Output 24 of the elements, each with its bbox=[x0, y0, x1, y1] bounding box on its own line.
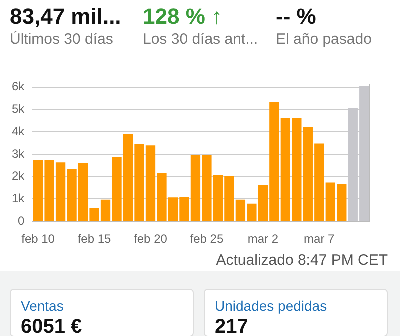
y-tick-label: 2k bbox=[12, 169, 26, 184]
text: Los 30 días ant... bbox=[143, 31, 258, 48]
x-tick-label: mar 7 bbox=[304, 232, 336, 246]
text: 83,47 mil... bbox=[10, 4, 122, 30]
x-tick-label: feb 25 bbox=[190, 232, 224, 246]
x-tick-label: feb 15 bbox=[78, 232, 112, 246]
text: Unidades pedidas bbox=[215, 298, 328, 314]
y-tick-label: 1k bbox=[12, 192, 26, 206]
text: 128 % ↑ bbox=[143, 4, 224, 30]
y-tick-label: 6k bbox=[12, 80, 26, 94]
x-tick-label: feb 10 bbox=[22, 232, 56, 246]
text: El año pasado bbox=[276, 31, 372, 48]
text: 217 bbox=[215, 316, 250, 336]
x-tick-label: mar 2 bbox=[248, 232, 279, 246]
text: 6051 € bbox=[21, 316, 84, 336]
y-tick-label: 3k bbox=[12, 146, 26, 161]
x-tick-label: feb 20 bbox=[134, 232, 168, 246]
text: Últimos 30 días bbox=[10, 31, 114, 48]
y-tick-label: 0 bbox=[18, 214, 25, 228]
y-tick-label: 5k bbox=[12, 102, 26, 116]
text: Actualizado 8:47 PM CET bbox=[216, 252, 388, 269]
text: Ventas bbox=[21, 298, 65, 314]
y-tick-label: 4k bbox=[12, 124, 26, 138]
text: -- % bbox=[276, 4, 318, 30]
